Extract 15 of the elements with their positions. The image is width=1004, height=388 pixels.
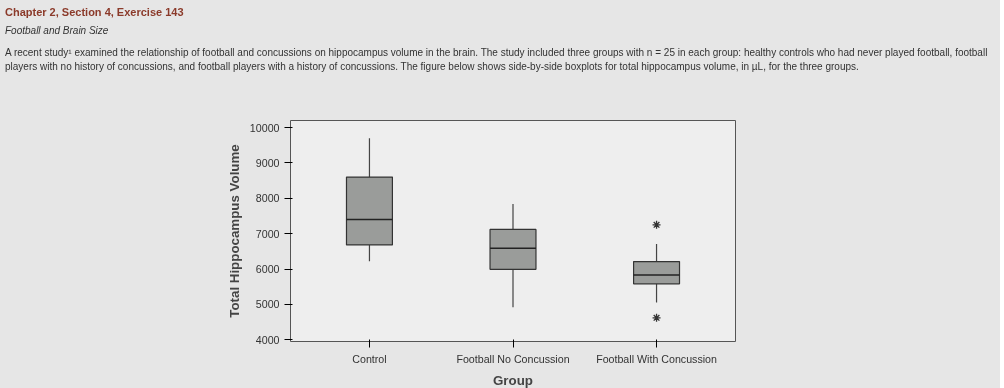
x-axis-title: Group [493,372,533,388]
y-tick-label: 8000 [255,192,280,205]
y-tick-label: 7000 [255,227,280,240]
x-tick-label: Control [352,352,387,365]
text: Chapter 2, Section 4, Exercise 143 [5,5,185,20]
y-tick-label: 5000 [255,298,280,311]
text: Football and Brain Size [5,23,110,38]
y-tick-label: 9000 [255,156,280,169]
y-tick-label: 4000 [255,333,280,346]
x-tick-label: Football No Concussion [456,352,570,365]
x-tick-label: Football With Concussion [596,352,718,365]
y-axis-title: Total Hippocampus Volume [226,144,242,318]
y-tick-label: 6000 [255,263,280,276]
y-tick-label: 10000 [249,121,280,134]
text: A recent study¹ examined the relationship of football and concussions on hippocampus volume in the brain. The study included three groups with n = 25 in each group: healthy controls who had never played football, football players with no history of concussions, and football players with a history of concussions. The figure below shows side-by-side boxplots for total hippocampus volume, in µL, for the three groups. [5,46,989,75]
